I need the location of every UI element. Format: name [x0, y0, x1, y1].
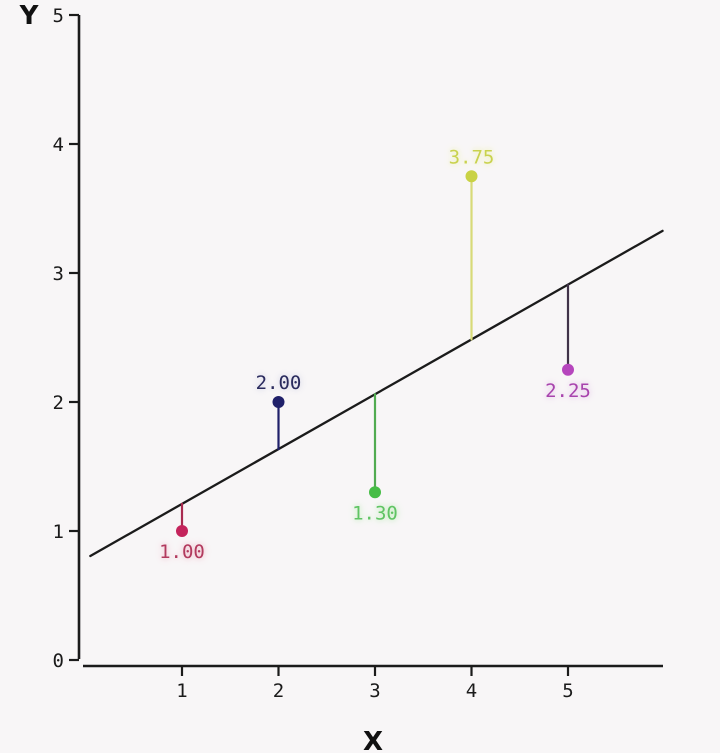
x-tick-label: 1	[176, 680, 187, 702]
point-label-2: 2.00	[256, 372, 302, 394]
x-tick-label: 5	[562, 680, 573, 702]
y-tick-label: 5	[53, 5, 64, 27]
data-point-3	[369, 486, 381, 499]
x-tick-label: 3	[369, 680, 380, 702]
data-point-2	[272, 396, 285, 408]
x-tick-label: 2	[273, 680, 284, 702]
data-point-1	[176, 525, 188, 537]
x-axis-title: X	[363, 727, 383, 753]
point-label-1: 1.00	[159, 541, 205, 563]
point-label-4: 3.75	[449, 146, 495, 168]
data-point-5	[562, 363, 574, 376]
point-label-3: 1.30	[352, 502, 398, 524]
point-label-5: 2.25	[545, 380, 591, 402]
y-tick-label: 1	[53, 521, 64, 543]
x-tick-label: 4	[466, 680, 477, 702]
data-point-4	[465, 170, 478, 183]
y-axis-title: Y	[19, 1, 40, 31]
y-tick-label: 3	[53, 263, 64, 285]
y-tick-label: 0	[53, 650, 64, 672]
y-tick-label: 4	[53, 134, 64, 156]
y-tick-label: 2	[53, 392, 64, 414]
